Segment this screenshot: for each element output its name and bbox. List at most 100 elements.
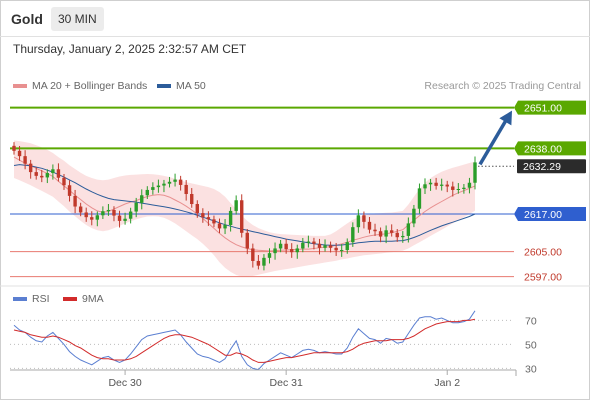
candle-body [78, 206, 83, 213]
candle-body [162, 183, 166, 186]
timestamp: Thursday, January 2, 2025 2:32:57 AM CET [13, 42, 247, 56]
ma50-swatch [157, 84, 171, 89]
research-credit: Research © 2025 Trading Central [424, 80, 581, 92]
last-price-tag [517, 159, 586, 174]
candle-body [245, 232, 249, 249]
candle-body [62, 177, 66, 186]
candle-body [12, 145, 16, 151]
projection-arrow-shaft [478, 117, 509, 166]
candle-body [223, 224, 227, 229]
rsi-ma-label: 9MA [82, 293, 104, 305]
candle-body [345, 242, 349, 251]
candle-body [195, 204, 199, 214]
candle-body [317, 243, 322, 248]
candle-body [351, 227, 355, 243]
rsi-ma-line [13, 318, 476, 363]
candle-body [228, 210, 233, 225]
ma50-line [13, 164, 476, 246]
candle-body [267, 253, 272, 258]
legend-ma50: MA 50 [157, 80, 206, 92]
candle-body [151, 187, 155, 190]
candle-body [173, 179, 177, 182]
support-label: 2605.00 [524, 247, 562, 259]
candle-body [467, 182, 472, 188]
candle-body [384, 230, 388, 237]
candle-body [84, 212, 88, 218]
resistance-tag [514, 100, 586, 115]
candle-body [356, 215, 361, 228]
candle-body [240, 200, 244, 233]
rsi-tick-label: 70 [525, 315, 537, 327]
candle-body [451, 186, 455, 190]
candle-body [190, 194, 194, 205]
x-tick-label: Jan 2 [434, 377, 460, 389]
candle-body [406, 223, 411, 236]
candles [12, 142, 477, 271]
candle-body [439, 184, 444, 186]
candle-body [51, 169, 55, 174]
candle-body [367, 221, 372, 230]
candle-body [128, 211, 133, 219]
candle-body [184, 184, 188, 195]
candle-body [234, 200, 238, 211]
candle-body [273, 248, 277, 254]
candle-body [212, 219, 216, 224]
candle-body [256, 260, 261, 266]
resistance-label: 2638.00 [524, 143, 562, 155]
candle-body [56, 169, 61, 178]
candle-body [73, 195, 77, 207]
ma50-label: MA 50 [176, 80, 206, 92]
rsi-swatch [13, 297, 27, 302]
ma20-swatch [13, 84, 27, 89]
candle-body [378, 231, 383, 237]
candle-body [295, 248, 299, 253]
rsi-tick-label: 30 [525, 363, 537, 375]
candle-body [34, 172, 38, 176]
candle-body [373, 229, 377, 232]
timeframe-button[interactable]: 30 MIN [51, 7, 104, 31]
candle-body [40, 175, 44, 178]
candle-body [178, 179, 183, 185]
candle-body [334, 247, 338, 251]
candle-body [306, 241, 311, 243]
candle-body [284, 243, 288, 250]
candle-body [362, 215, 366, 222]
candle-body [206, 217, 211, 220]
candle-body [417, 188, 422, 209]
candle-body [251, 248, 255, 261]
candle-body [262, 257, 266, 266]
ma20-line [13, 156, 476, 252]
candle-body [301, 242, 305, 249]
x-tick-label: Dec 30 [108, 377, 141, 389]
candle-body [401, 235, 405, 238]
candle-body [445, 184, 449, 187]
candle-body [23, 156, 27, 164]
candle-body [339, 250, 344, 252]
candle-body [201, 213, 205, 218]
candle-body [145, 189, 150, 196]
candle-body [28, 163, 33, 173]
ma20-label: MA 20 + Bollinger Bands [32, 80, 148, 92]
candle-body [323, 245, 327, 248]
candle-body [95, 215, 100, 220]
rsi-line [13, 310, 476, 371]
candle-body [90, 217, 94, 220]
candle-body [312, 241, 316, 244]
legend-ma20: MA 20 + Bollinger Bands [13, 80, 147, 92]
pivot-tag [514, 207, 586, 222]
candle-body [106, 209, 111, 212]
last-price-label: 2632.29 [523, 161, 561, 173]
rsi-tick-label: 50 [525, 339, 537, 351]
candle-body [67, 185, 72, 196]
candle-body [117, 215, 122, 221]
candle-body [45, 173, 50, 178]
rsi-ma-swatch [63, 297, 77, 302]
candle-body [156, 185, 161, 188]
candle-body [134, 202, 138, 212]
projection-arrow-head [499, 110, 512, 126]
candle-body [389, 230, 394, 233]
candle-body [101, 211, 105, 216]
candle-body [462, 187, 466, 189]
pivot-label: 2617.00 [524, 209, 562, 221]
